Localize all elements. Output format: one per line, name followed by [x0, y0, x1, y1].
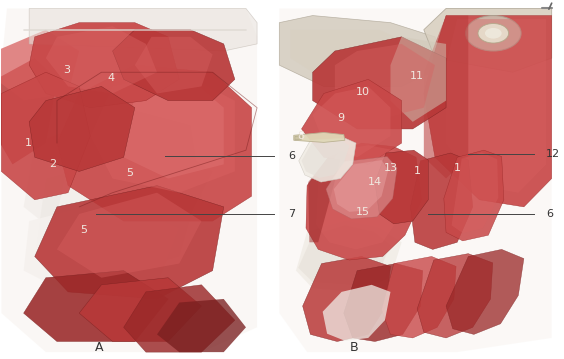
Text: B: B — [350, 341, 359, 354]
Polygon shape — [375, 150, 428, 224]
Text: 12: 12 — [546, 149, 560, 159]
Text: 5: 5 — [126, 168, 133, 178]
Polygon shape — [302, 79, 402, 164]
Text: 8: 8 — [297, 131, 304, 141]
Polygon shape — [124, 285, 235, 352]
Polygon shape — [312, 87, 390, 157]
Polygon shape — [306, 143, 422, 260]
Ellipse shape — [465, 15, 521, 51]
Polygon shape — [35, 186, 224, 299]
Polygon shape — [0, 30, 79, 101]
Polygon shape — [57, 65, 252, 221]
Polygon shape — [57, 193, 201, 278]
Text: 6: 6 — [546, 209, 553, 219]
Polygon shape — [424, 15, 552, 207]
Text: 1: 1 — [453, 163, 461, 173]
Polygon shape — [135, 37, 213, 93]
Polygon shape — [302, 141, 349, 178]
Polygon shape — [29, 23, 179, 108]
Polygon shape — [124, 79, 224, 178]
Polygon shape — [424, 15, 468, 178]
Ellipse shape — [485, 28, 501, 38]
Polygon shape — [24, 200, 179, 299]
Text: 15: 15 — [356, 207, 369, 217]
Ellipse shape — [478, 24, 509, 43]
Text: 9: 9 — [337, 113, 344, 123]
Text: 14: 14 — [368, 177, 382, 187]
Text: 2: 2 — [49, 159, 56, 169]
Polygon shape — [24, 108, 201, 242]
Polygon shape — [424, 9, 552, 72]
Polygon shape — [316, 145, 411, 250]
Text: A: A — [94, 341, 103, 354]
Polygon shape — [390, 37, 446, 122]
Polygon shape — [46, 26, 157, 93]
Polygon shape — [1, 9, 257, 352]
Polygon shape — [446, 19, 546, 193]
Polygon shape — [417, 254, 493, 338]
Polygon shape — [444, 150, 504, 241]
Polygon shape — [157, 299, 246, 352]
Polygon shape — [303, 256, 390, 341]
Text: 7: 7 — [288, 209, 296, 219]
Polygon shape — [296, 221, 402, 292]
Text: 11: 11 — [410, 71, 424, 81]
Polygon shape — [57, 136, 213, 235]
Polygon shape — [290, 30, 424, 79]
Polygon shape — [35, 150, 201, 278]
Polygon shape — [90, 72, 235, 193]
Polygon shape — [295, 136, 302, 140]
Polygon shape — [29, 87, 135, 172]
Polygon shape — [334, 160, 388, 212]
Text: 3: 3 — [64, 65, 70, 75]
Polygon shape — [323, 285, 390, 341]
Polygon shape — [298, 225, 390, 285]
Polygon shape — [411, 153, 473, 250]
Polygon shape — [279, 9, 552, 352]
Polygon shape — [1, 72, 90, 200]
Polygon shape — [344, 264, 422, 341]
Polygon shape — [452, 152, 499, 233]
Text: 4: 4 — [108, 73, 115, 83]
Polygon shape — [294, 132, 345, 143]
Polygon shape — [382, 256, 456, 338]
Polygon shape — [79, 278, 201, 341]
Text: 1: 1 — [413, 167, 421, 176]
Polygon shape — [29, 9, 257, 51]
Polygon shape — [308, 157, 341, 242]
Text: 13: 13 — [384, 163, 398, 173]
Polygon shape — [279, 15, 446, 87]
Polygon shape — [446, 250, 524, 335]
Polygon shape — [312, 37, 446, 129]
Text: 6: 6 — [288, 150, 295, 160]
Polygon shape — [326, 157, 397, 219]
Polygon shape — [24, 271, 168, 341]
Text: 1: 1 — [25, 138, 32, 148]
Polygon shape — [113, 30, 235, 101]
Text: 5: 5 — [80, 225, 87, 235]
Polygon shape — [299, 138, 356, 182]
Text: 10: 10 — [356, 87, 369, 97]
Polygon shape — [0, 58, 57, 164]
Polygon shape — [335, 44, 435, 122]
